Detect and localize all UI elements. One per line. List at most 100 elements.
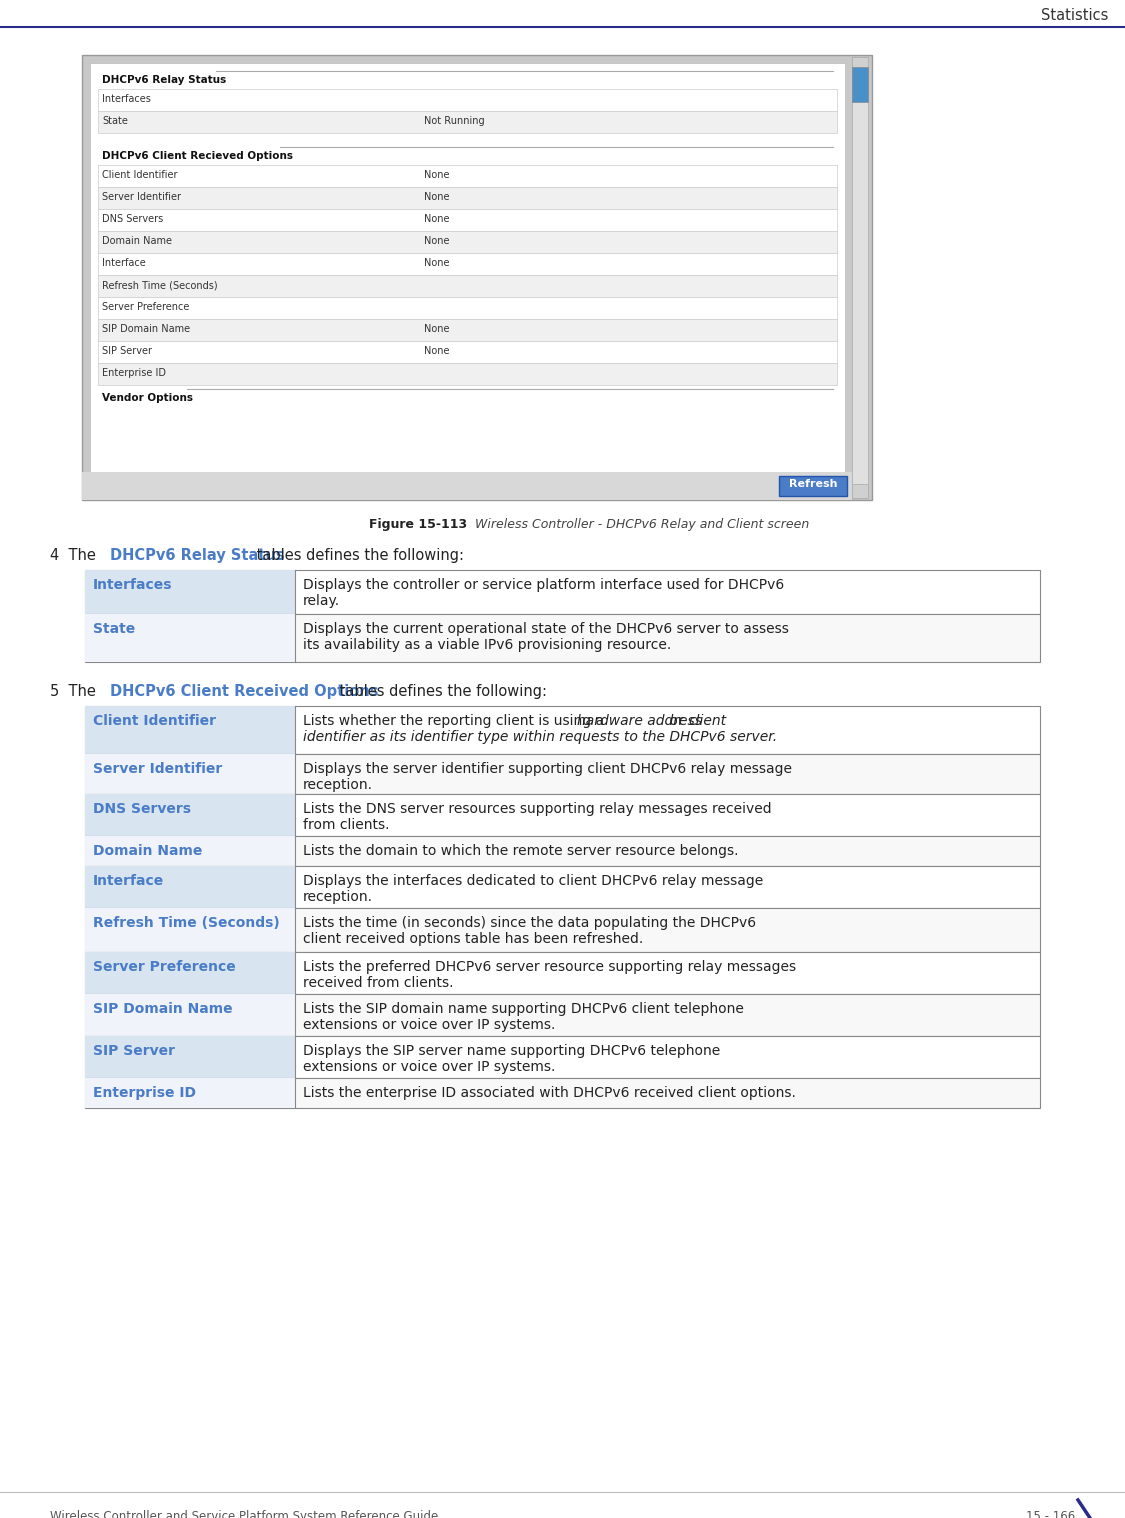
Text: DHCPv6 Client Recieved Options: DHCPv6 Client Recieved Options	[102, 150, 292, 161]
Bar	[98, 231, 837, 254]
Bar	[86, 569, 1040, 613]
Text: identifier as its identifier type within requests to the DHCPv6 server.: identifier as its identifier type within…	[303, 730, 777, 744]
Text: None: None	[424, 170, 449, 181]
Text: reception.: reception.	[303, 890, 374, 905]
Text: from clients.: from clients.	[303, 818, 389, 832]
Bar	[98, 363, 837, 386]
Text: tables defines the following:: tables defines the following:	[252, 548, 465, 563]
Text: Lists the SIP domain name supporting DHCPv6 client telephone: Lists the SIP domain name supporting DHC…	[303, 1002, 744, 1016]
Bar	[98, 111, 837, 134]
Text: Displays the controller or service platform interface used for DHCPv6: Displays the controller or service platf…	[303, 578, 784, 592]
Bar	[778, 477, 847, 496]
Text: DHCPv6 Relay Status: DHCPv6 Relay Status	[110, 548, 285, 563]
Text: DHCPv6 Relay Status: DHCPv6 Relay Status	[102, 74, 226, 85]
Bar	[86, 865, 295, 908]
Text: Displays the SIP server name supporting DHCPv6 telephone: Displays the SIP server name supporting …	[303, 1044, 720, 1058]
Bar	[86, 613, 295, 662]
Bar	[98, 254, 837, 275]
Bar	[86, 754, 295, 794]
Text: SIP Domain Name: SIP Domain Name	[93, 1002, 233, 1016]
Text: Server Identifier: Server Identifier	[93, 762, 223, 776]
Text: Lists whether the reporting client is using a: Lists whether the reporting client is us…	[303, 713, 609, 729]
Bar	[852, 58, 868, 498]
Bar	[86, 706, 295, 754]
Bar	[86, 994, 295, 1035]
Text: hardware address: hardware address	[577, 713, 702, 729]
Bar	[86, 1035, 295, 1078]
Text: None: None	[424, 214, 449, 225]
Bar	[86, 836, 1040, 865]
Text: Displays the server identifier supporting client DHCPv6 relay message: Displays the server identifier supportin…	[303, 762, 792, 776]
Text: 4  The: 4 The	[50, 548, 100, 563]
Bar	[90, 64, 845, 498]
Text: Server Identifier: Server Identifier	[102, 191, 181, 202]
Text: Interfaces: Interfaces	[93, 578, 172, 592]
Text: Figure 15-113: Figure 15-113	[369, 518, 467, 531]
Bar	[98, 165, 837, 187]
Text: 15 - 166: 15 - 166	[1026, 1510, 1076, 1518]
Text: Enterprise ID: Enterprise ID	[102, 367, 166, 378]
Text: Lists the enterprise ID associated with DHCPv6 received client options.: Lists the enterprise ID associated with …	[303, 1085, 795, 1101]
Bar	[86, 908, 295, 952]
Bar	[86, 836, 295, 865]
Bar	[852, 67, 868, 102]
Text: tables defines the following:: tables defines the following:	[335, 685, 547, 698]
Text: Client Identifier: Client Identifier	[102, 170, 178, 181]
Bar	[86, 754, 1040, 794]
Text: Interfaces: Interfaces	[102, 94, 151, 105]
Text: None: None	[424, 235, 449, 246]
Bar	[98, 187, 837, 209]
Text: Client Identifier: Client Identifier	[93, 713, 216, 729]
Text: Refresh Time (Seconds): Refresh Time (Seconds)	[93, 915, 280, 931]
Bar	[86, 994, 1040, 1035]
Text: Wireless Controller - DHCPv6 Relay and Client screen: Wireless Controller - DHCPv6 Relay and C…	[467, 518, 809, 531]
Bar	[82, 472, 852, 499]
Text: its availability as a viable IPv6 provisioning resource.: its availability as a viable IPv6 provis…	[303, 638, 672, 653]
Text: client: client	[688, 713, 727, 729]
Text: client received options table has been refreshed.: client received options table has been r…	[303, 932, 644, 946]
Text: SIP Server: SIP Server	[102, 346, 152, 357]
Bar	[86, 952, 295, 994]
Text: relay.: relay.	[303, 594, 340, 609]
Text: Lists the domain to which the remote server resource belongs.: Lists the domain to which the remote ser…	[303, 844, 738, 858]
Text: reception.: reception.	[303, 779, 374, 792]
Text: or: or	[665, 713, 687, 729]
Text: Server Preference: Server Preference	[102, 302, 189, 313]
Bar	[82, 55, 872, 499]
Bar	[98, 90, 837, 111]
Text: SIP Server: SIP Server	[93, 1044, 176, 1058]
Text: Domain Name: Domain Name	[102, 235, 172, 246]
Text: None: None	[424, 258, 449, 269]
Text: None: None	[424, 346, 449, 357]
Text: State: State	[93, 622, 135, 636]
Bar	[86, 1078, 295, 1108]
Text: Interface: Interface	[93, 874, 164, 888]
Text: Refresh: Refresh	[789, 480, 837, 489]
Bar	[98, 342, 837, 363]
Text: Lists the preferred DHCPv6 server resource supporting relay messages: Lists the preferred DHCPv6 server resour…	[303, 959, 796, 975]
Text: DHCPv6 Client Received Options: DHCPv6 Client Received Options	[110, 685, 378, 698]
Text: Statistics: Statistics	[1041, 8, 1108, 23]
Bar	[86, 569, 295, 613]
Text: Domain Name: Domain Name	[93, 844, 202, 858]
Bar	[86, 794, 295, 836]
Text: Displays the current operational state of the DHCPv6 server to assess: Displays the current operational state o…	[303, 622, 789, 636]
Text: 5  The: 5 The	[50, 685, 100, 698]
Text: Enterprise ID: Enterprise ID	[93, 1085, 196, 1101]
Bar	[86, 952, 1040, 994]
Text: Vendor Options: Vendor Options	[102, 393, 194, 402]
Text: Server Preference: Server Preference	[93, 959, 236, 975]
Text: Interface: Interface	[102, 258, 146, 269]
Bar	[86, 908, 1040, 952]
Bar	[98, 298, 837, 319]
Bar	[98, 209, 837, 231]
Text: DNS Servers: DNS Servers	[93, 802, 191, 817]
Bar	[852, 484, 868, 498]
Text: extensions or voice over IP systems.: extensions or voice over IP systems.	[303, 1060, 556, 1075]
Bar	[98, 319, 837, 342]
Text: Lists the time (in seconds) since the data populating the DHCPv6: Lists the time (in seconds) since the da…	[303, 915, 756, 931]
Bar	[86, 794, 1040, 836]
Text: State: State	[102, 115, 128, 126]
Bar	[98, 275, 837, 298]
Bar	[86, 1078, 1040, 1108]
